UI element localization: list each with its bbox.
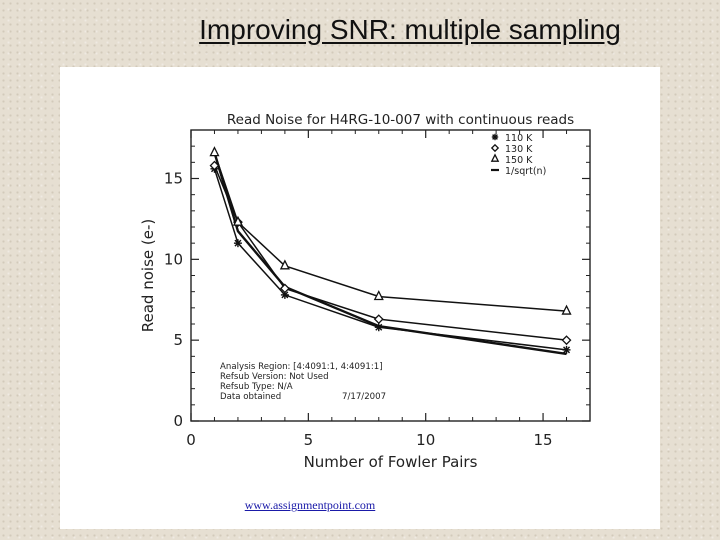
y-tick-label: 5 (173, 331, 183, 349)
legend-marker-triangle (490, 153, 500, 162)
data-point-triangle (209, 146, 220, 157)
legend-marker-diamond (490, 143, 500, 153)
footer-link[interactable]: www.assignmentpoint.com (244, 498, 376, 512)
chart-title: Read Noise for H4RG-10-007 with continuo… (227, 112, 574, 128)
data-point-diamond (209, 160, 220, 171)
x-tick-label: 5 (304, 431, 314, 449)
legend-label: 130 K (505, 144, 533, 155)
data-point-asterisk (374, 323, 383, 332)
data-point-asterisk (233, 239, 242, 248)
annotation-date: 7/17/2007 (342, 392, 386, 402)
annotation-line: Data obtained (220, 392, 281, 402)
series-line-1-sqrt-n- (213, 152, 567, 356)
annotation-line: Analysis Region: [4:4091:1, 4:4091:1] (220, 362, 383, 372)
slide-title-text: Improving SNR: multiple sampling (199, 14, 621, 45)
x-tick-label: 15 (534, 431, 553, 449)
x-tick-label: 0 (186, 431, 196, 449)
read-noise-chart: Read Noise for H4RG-10-007 with continuo… (139, 112, 591, 471)
chart-panel: Read Noise for H4RG-10-007 with continuo… (60, 67, 660, 529)
x-axis-label: Number of Fowler Pairs (304, 453, 478, 471)
y-tick-label: 15 (164, 170, 183, 188)
annotation-line: Refsub Type: N/A (220, 382, 293, 392)
data-point-triangle (561, 304, 572, 315)
x-tick-label: 10 (416, 431, 435, 449)
legend-label: 1/sqrt(n) (505, 166, 546, 177)
data-point-diamond (279, 283, 290, 294)
slide-title: Improving SNR: multiple sampling (0, 14, 720, 46)
legend-label: 150 K (505, 155, 533, 166)
data-point-asterisk (562, 345, 571, 354)
y-tick-label: 0 (173, 412, 183, 430)
series-line-130-k (213, 165, 567, 341)
data-point-asterisk (280, 290, 289, 299)
series-line-110-k (213, 168, 567, 351)
y-tick-label: 10 (164, 250, 183, 268)
data-point-diamond (373, 314, 384, 325)
data-point-triangle (373, 290, 384, 301)
data-point-diamond (561, 335, 572, 346)
data-point-triangle (279, 259, 290, 270)
legend-label: 110 K (505, 133, 533, 144)
y-axis-label: Read noise (e-) (139, 219, 157, 332)
annotation-line: Refsub Version: Not Used (220, 372, 329, 382)
data-point-triangle (232, 215, 243, 226)
legend-marker-asterisk (491, 133, 499, 141)
